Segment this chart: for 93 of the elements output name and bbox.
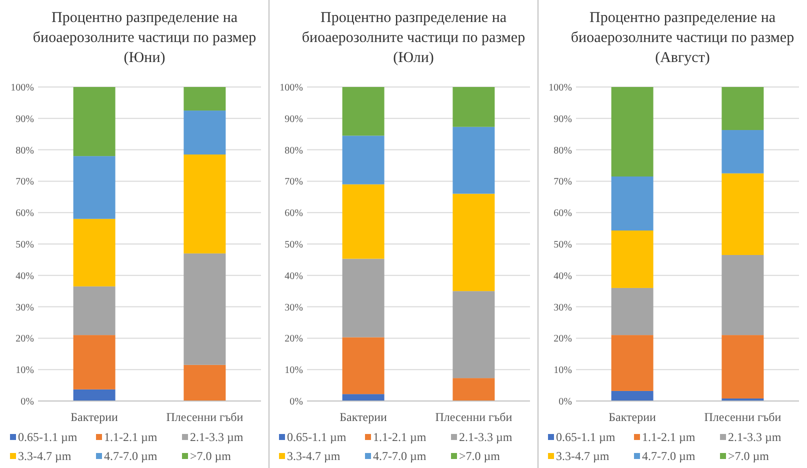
chart-title: Процентно разпределение на биоаерозолните частици по размер (Август)	[570, 10, 794, 66]
y-tick-label: 30%	[554, 302, 572, 314]
bar	[342, 87, 384, 136]
bar	[73, 335, 116, 390]
bar	[73, 286, 116, 336]
bar	[73, 218, 116, 286]
bar	[452, 378, 495, 401]
bar	[452, 126, 495, 194]
bar	[722, 335, 764, 398]
y-tick-label: 40%	[284, 270, 303, 282]
x-tick-label: Плесенни гъби	[704, 410, 782, 424]
y-tick-label: 20%	[16, 334, 34, 345]
y-tick-label: 10%	[554, 365, 572, 376]
legend-label: >7.0 µm	[190, 449, 232, 463]
bar	[342, 136, 384, 184]
x-tick-label: Бактерии	[340, 410, 388, 424]
y-tick-label: 0%	[558, 396, 572, 408]
y-tick-label: 30%	[16, 302, 34, 314]
bar	[722, 173, 764, 255]
bar	[73, 389, 116, 401]
bar	[184, 253, 226, 365]
y-tick-label: 80%	[16, 145, 34, 156]
legend-label: 0.65-1.1 µm	[287, 430, 347, 444]
x-tick-label: Бактерии	[608, 410, 657, 424]
bar	[611, 335, 654, 391]
x-tick-label: Плесенни гъби	[435, 410, 513, 424]
legend-label: 2.1-3.3 µm	[459, 430, 513, 444]
y-tick-label: 20%	[284, 334, 303, 345]
y-tick-label: 100%	[280, 82, 303, 94]
legend-label: 2.1-3.3 µm	[190, 430, 244, 444]
y-tick-label: 0%	[20, 396, 34, 408]
y-tick-label: 50%	[284, 240, 303, 250]
y-tick-label: 70%	[16, 176, 34, 188]
bar	[611, 230, 654, 288]
y-tick-label: 90%	[16, 114, 34, 125]
bar	[342, 337, 384, 394]
bar	[73, 87, 116, 156]
legend-label: 1.1-2.1 µm	[373, 430, 427, 444]
legend-label: 3.3-4.7 µm	[18, 449, 72, 463]
legend-label: 4.7-7.0 µm	[373, 449, 427, 463]
legend-label: 2.1-3.3 µm	[728, 430, 782, 444]
legend-label: 1.1-2.1 µm	[642, 430, 696, 444]
y-tick-label: 80%	[554, 145, 572, 156]
y-tick-label: 60%	[554, 208, 572, 220]
chart-title: Процентно разпределение на биоаерозолните частици по размер (Юли)	[302, 10, 526, 66]
y-tick-label: 0%	[290, 396, 303, 408]
y-tick-label: 40%	[16, 270, 34, 282]
bar	[342, 184, 384, 259]
legend-label: >7.0 µm	[459, 449, 501, 463]
y-tick-label: 50%	[16, 240, 34, 250]
bar	[722, 254, 764, 336]
y-tick-label: 70%	[284, 176, 303, 188]
bar	[722, 130, 764, 174]
y-tick-label: 30%	[284, 302, 303, 314]
bar	[452, 87, 495, 127]
y-tick-label: 40%	[554, 270, 572, 282]
legend-label: 4.7-7.0 µm	[104, 449, 158, 463]
x-tick-label: Плесенни гъби	[166, 410, 244, 424]
bar	[611, 288, 654, 336]
bar	[184, 87, 226, 111]
y-tick-label: 60%	[284, 208, 303, 220]
y-tick-label: 60%	[16, 208, 34, 220]
bar	[452, 291, 495, 378]
bar	[73, 156, 116, 219]
y-tick-label: 10%	[16, 365, 34, 376]
legend-label: 3.3-4.7 µm	[556, 449, 610, 463]
y-tick-label: 100%	[10, 82, 34, 94]
x-tick-label: Бактерии	[70, 410, 119, 424]
y-tick-label: 70%	[554, 176, 572, 188]
y-tick-label: 80%	[284, 145, 303, 156]
legend-label: 3.3-4.7 µm	[287, 449, 341, 463]
y-tick-label: 90%	[554, 114, 572, 125]
bar	[611, 390, 654, 401]
bar	[722, 87, 764, 130]
legend-label: 4.7-7.0 µm	[642, 449, 696, 463]
y-tick-label: 100%	[548, 82, 572, 94]
y-tick-label: 90%	[284, 114, 303, 125]
bar	[342, 394, 384, 401]
legend-label: >7.0 µm	[728, 449, 770, 463]
legend-label: 0.65-1.1 µm	[556, 430, 616, 444]
bar	[184, 110, 226, 155]
legend-label: 1.1-2.1 µm	[104, 430, 158, 444]
bar	[342, 258, 384, 338]
bar	[184, 364, 226, 401]
bar	[611, 176, 654, 230]
y-tick-label: 10%	[284, 365, 303, 376]
bar	[452, 194, 495, 292]
bar	[611, 87, 654, 176]
y-tick-label: 50%	[554, 240, 572, 250]
y-tick-label: 20%	[554, 334, 572, 345]
chart-title: Процентно разпределение на биоаерозолните частици по размер (Юни)	[32, 10, 256, 66]
legend-label: 0.65-1.1 µm	[18, 430, 78, 444]
bar	[184, 154, 226, 254]
